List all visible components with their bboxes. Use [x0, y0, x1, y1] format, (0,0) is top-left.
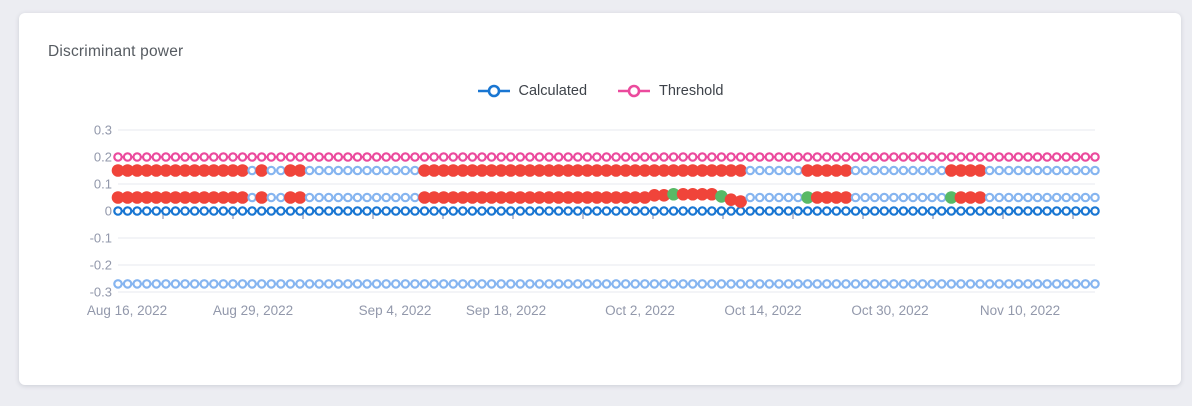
threshold-series-marker-icon	[618, 84, 651, 98]
series-Calculated	[113, 206, 1100, 216]
svg-text:Sep 18, 2022: Sep 18, 2022	[466, 303, 546, 318]
svg-text:Oct 2, 2022: Oct 2, 2022	[605, 303, 675, 318]
chart-card: 0.3 0.2 0.1 0 -0.1 -0.2 -0.3 Aug 16, 2022 Aug 29…	[19, 13, 1181, 385]
svg-text:-0.1: -0.1	[90, 231, 112, 246]
svg-text:Sep 4, 2022: Sep 4, 2022	[359, 303, 432, 318]
x-axis-labels: Aug 16, 2022 Aug 29, 2022 Sep 4, 2022 Sep 1…	[87, 303, 1060, 318]
series-upper-band	[111, 164, 1100, 177]
calculated-series-marker-icon	[477, 84, 510, 98]
svg-text:0.3: 0.3	[94, 123, 112, 138]
svg-text:-0.3: -0.3	[90, 285, 112, 300]
svg-text:Aug 16, 2022: Aug 16, 2022	[87, 303, 167, 318]
y-axis-labels: 0.3 0.2 0.1 0 -0.1 -0.2 -0.3	[90, 123, 112, 300]
svg-text:0.1: 0.1	[94, 177, 112, 192]
chart-title: Discriminant power	[48, 43, 184, 60]
svg-text:Oct 30, 2022: Oct 30, 2022	[851, 303, 928, 318]
series-lower-baseline	[113, 279, 1100, 289]
svg-text:0: 0	[105, 204, 112, 219]
svg-text:Nov 10, 2022: Nov 10, 2022	[980, 303, 1060, 318]
series-lower-band	[111, 187, 1100, 208]
legend-label-calculated: Calculated	[518, 83, 588, 99]
legend-label-threshold: Threshold	[659, 83, 724, 99]
svg-text:0.2: 0.2	[94, 150, 112, 165]
legend-item-calculated[interactable]: Calculated	[477, 83, 588, 99]
legend-item-threshold[interactable]: Threshold	[617, 83, 724, 99]
svg-text:Oct 14, 2022: Oct 14, 2022	[724, 303, 801, 318]
chart-plot-area: 0.3 0.2 0.1 0 -0.1 -0.2 -0.3 Aug 16, 2022 Aug 29…	[87, 123, 1100, 318]
series-Threshold	[113, 152, 1100, 162]
svg-text:-0.2: -0.2	[90, 258, 112, 273]
svg-text:Aug 29, 2022: Aug 29, 2022	[213, 303, 293, 318]
chart-legend: Calculated Threshold	[19, 83, 1181, 99]
